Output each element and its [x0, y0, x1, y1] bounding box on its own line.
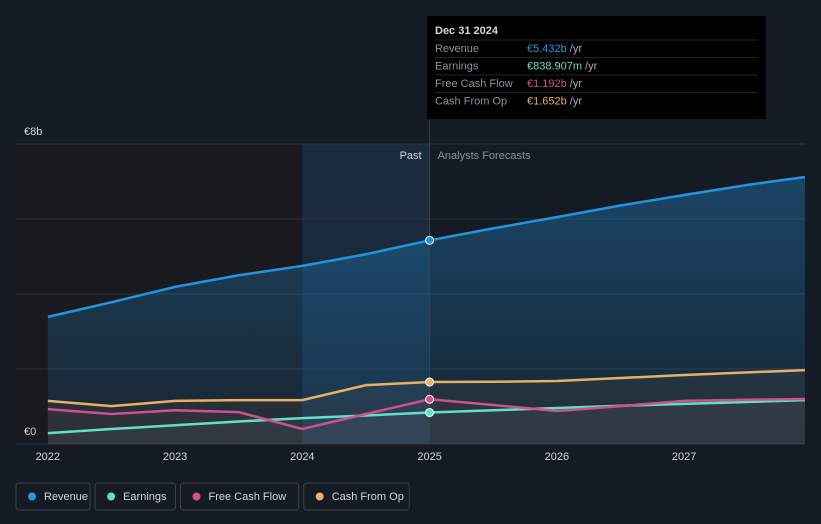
tooltip [427, 16, 766, 119]
legend-item[interactable]: Revenue [15, 482, 91, 511]
legend-swatch [192, 492, 201, 501]
legend-swatch [315, 492, 324, 501]
tooltip-value-text: €1.652b [527, 95, 567, 107]
forecast-label: Analysts Forecasts [438, 150, 531, 162]
tooltip-value: €1.192b/yr [527, 78, 582, 90]
x-tick-label: 2024 [290, 451, 314, 463]
legend-item[interactable]: Free Cash Flow [180, 482, 300, 511]
legend-box [15, 482, 91, 511]
tooltip-value: €1.652b/yr [527, 95, 582, 107]
legend-label: Earnings [123, 491, 167, 503]
tooltip-value-text: €1.192b [527, 78, 567, 90]
past-label: Past [400, 150, 422, 162]
x-tick-label: 2025 [417, 451, 441, 463]
marker [425, 235, 435, 245]
x-tick-label: 2027 [672, 451, 696, 463]
tooltip-value-text: €5.432b [527, 43, 567, 55]
tooltip-unit: /yr [570, 43, 583, 55]
tooltip-label: Revenue [435, 43, 479, 55]
tooltip-label: Free Cash Flow [435, 78, 513, 90]
tooltip-label: Cash From Op [435, 95, 507, 107]
y-tick-label: €0 [24, 426, 36, 438]
legend-box [303, 482, 410, 511]
legend-label: Cash From Op [332, 491, 404, 503]
tooltip-unit: /yr [585, 60, 598, 72]
series-area [47, 399, 806, 444]
legend-item[interactable]: Earnings [94, 482, 176, 511]
series-area [47, 400, 806, 444]
marker [425, 377, 435, 387]
x-tick-label: 2022 [36, 451, 60, 463]
x-tick-label: 2023 [163, 451, 187, 463]
tooltip-unit: /yr [570, 95, 583, 107]
marker [425, 394, 435, 404]
legend-swatch [107, 492, 116, 501]
tooltip-date: Dec 31 2024 [435, 25, 499, 37]
legend-label: Free Cash Flow [209, 491, 287, 503]
series-area [47, 370, 806, 444]
legend-box [180, 482, 300, 511]
tooltip-unit: /yr [570, 78, 583, 90]
x-tick-label: 2026 [545, 451, 569, 463]
y-tick-label: €8b [24, 126, 42, 138]
legend-box [94, 482, 176, 511]
marker [425, 408, 435, 418]
tooltip-value: €838.907m/yr [527, 60, 598, 72]
legend-swatch [28, 492, 36, 501]
tooltip-value: €5.432b/yr [527, 43, 582, 55]
tooltip-value-text: €838.907m [527, 60, 582, 72]
tooltip-label: Earnings [435, 60, 479, 72]
legend-label: Revenue [44, 491, 88, 503]
legend-item[interactable]: Cash From Op [303, 482, 410, 511]
